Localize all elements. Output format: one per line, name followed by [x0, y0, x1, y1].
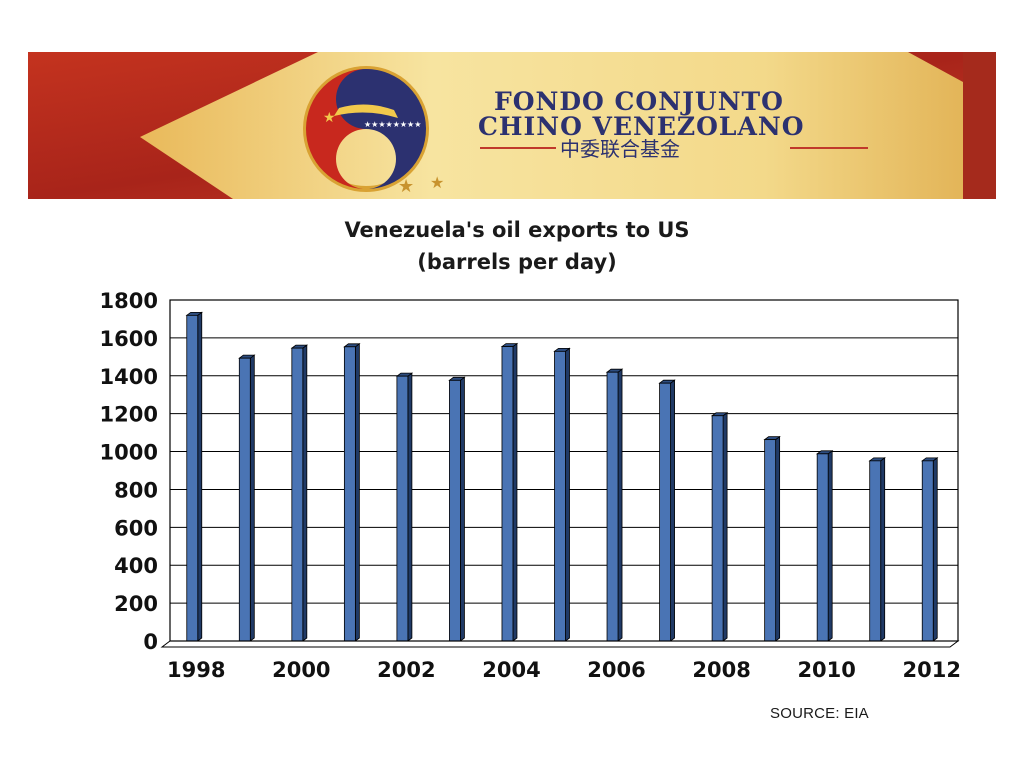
banner-title-line1: FONDO CONJUNTO: [494, 87, 784, 116]
bars: [185, 311, 939, 642]
bar: [710, 411, 729, 642]
bar-side: [880, 457, 886, 642]
bar-face: [343, 346, 356, 642]
bar: [658, 379, 676, 642]
bar: [921, 457, 939, 642]
bar-side: [407, 372, 413, 642]
y-tick-label: 600: [114, 516, 158, 540]
x-tick-label: 2002: [377, 658, 435, 682]
bar: [500, 342, 519, 642]
bar-face: [396, 375, 409, 642]
y-tick-label: 0: [143, 630, 158, 654]
bar-face: [921, 460, 934, 642]
y-tick-label: 1600: [100, 327, 158, 351]
x-axis-tick-labels: 1998 2000 2002 2004 2006 2008 2010 2012: [167, 658, 961, 682]
source-note: SOURCE: EIA: [770, 705, 869, 722]
bar-face: [238, 357, 251, 642]
bar-side: [670, 379, 675, 642]
plot-border: [169, 299, 959, 642]
bar: [238, 354, 256, 642]
svg-text:★: ★: [323, 110, 336, 126]
x-tick-label: 2004: [482, 658, 540, 682]
bar-face: [606, 371, 619, 642]
bar-face: [186, 314, 199, 642]
bar-side: [460, 376, 465, 642]
banner-right-edge: [963, 52, 996, 199]
bar-side: [249, 354, 255, 642]
bar-side: [827, 450, 833, 642]
plot-frame: [160, 299, 960, 648]
bar: [553, 347, 571, 642]
x-tick-label: 2006: [587, 658, 645, 682]
star-icon: ★: [398, 176, 414, 197]
bar: [185, 311, 203, 642]
bar: [395, 372, 414, 642]
bar-side: [932, 457, 938, 642]
chart-floor: [160, 640, 960, 648]
x-tick-label: 2008: [692, 658, 750, 682]
y-tick-label: 200: [114, 592, 158, 616]
banner-title-line2: CHINO VENEZOLANO: [478, 112, 805, 141]
bar-side: [302, 344, 308, 642]
bar-face: [816, 453, 829, 642]
chart-title-line2: (barrels per day): [417, 250, 617, 274]
bar-face: [711, 415, 724, 642]
x-tick-label: 2012: [903, 658, 961, 682]
bar-side: [512, 342, 518, 642]
bar-face: [291, 347, 304, 642]
y-tick-label: 400: [114, 554, 158, 578]
bar-side: [775, 435, 781, 642]
bar: [868, 457, 886, 642]
y-axis-tick-labels: 0 200 400 600 800 1000 1200 1400 1600 1800: [100, 289, 158, 654]
bar: [448, 376, 466, 642]
bar: [290, 344, 309, 642]
x-tick-label: 2000: [272, 658, 330, 682]
bar-side: [565, 347, 570, 642]
bar-side: [354, 342, 360, 642]
bar: [605, 368, 624, 642]
bar-side: [617, 368, 623, 642]
bar: [815, 450, 834, 642]
x-tick-label: 2010: [797, 658, 855, 682]
bar: [343, 342, 361, 642]
y-tick-label: 1400: [100, 365, 158, 389]
y-tick-label: 1800: [100, 289, 158, 313]
bar-face: [554, 350, 566, 642]
chart-title-line1: Venezuela's oil exports to US: [344, 218, 690, 242]
y-tick-label: 1000: [100, 441, 158, 465]
x-tick-label: 1998: [167, 658, 225, 682]
banner-subtitle-cn: 中委联合基金: [560, 137, 680, 161]
y-tick-label: 1200: [100, 403, 158, 427]
star-icon: ★: [430, 173, 444, 192]
bar-face: [449, 379, 461, 642]
banner-graphic: ★★★★★★★★ ★ ★ ★ FONDO CONJUNTO CHINO VENE…: [28, 52, 996, 199]
bar: [763, 435, 781, 642]
y-tick-label: 800: [114, 478, 158, 502]
bar-face: [869, 460, 882, 642]
emblem: ★★★★★★★★ ★: [303, 66, 429, 192]
bar-side: [722, 411, 728, 642]
banner-image: ★★★★★★★★ ★ ★ ★ FONDO CONJUNTO CHINO VENE…: [28, 52, 996, 199]
bar-face: [764, 439, 777, 642]
chart-title: Venezuela's oil exports to US (barrels p…: [250, 214, 784, 278]
svg-text:★★★★★★★★: ★★★★★★★★: [364, 120, 421, 129]
bar-face: [501, 346, 514, 642]
bar-side: [197, 311, 203, 642]
bar-face: [659, 382, 671, 642]
